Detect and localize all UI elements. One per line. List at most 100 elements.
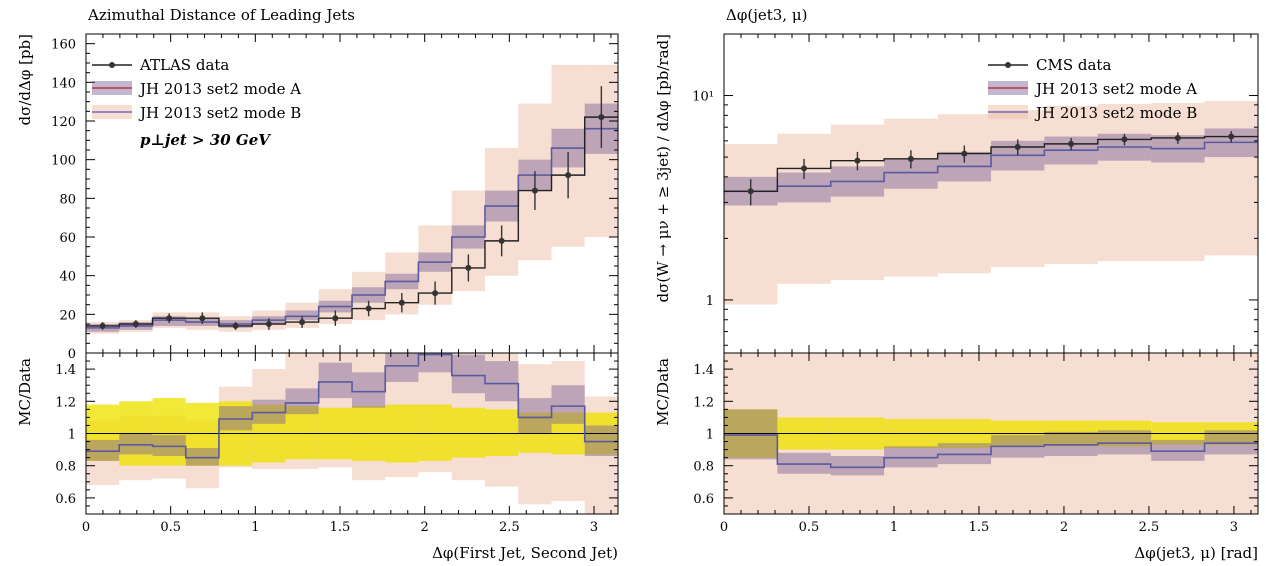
data-point xyxy=(99,322,106,329)
mode-a-ratio-band-bin xyxy=(418,353,452,373)
data-uncertainty-band-bin xyxy=(185,402,219,466)
x-tick-label: 2 xyxy=(421,520,429,535)
y-tick-label: 160 xyxy=(51,38,76,53)
ratio-tick-label: 1.2 xyxy=(693,395,714,410)
mode-a-ratio-band-bin xyxy=(385,353,419,382)
data-point xyxy=(907,155,914,162)
data-point xyxy=(598,114,605,121)
data-point xyxy=(531,187,538,194)
mode-b-band-bin xyxy=(991,109,1045,267)
mode-b-band-bin xyxy=(1097,103,1152,262)
mode-b-band-bin xyxy=(937,114,992,274)
ratio-tick-label: 0.6 xyxy=(55,492,76,507)
data-point xyxy=(1068,140,1075,147)
x-axis-label: Δφ(jet3, μ) [rad] xyxy=(1134,544,1258,562)
y-tick-label: 40 xyxy=(59,270,76,285)
data-uncertainty-band-bin xyxy=(484,409,519,457)
y-tick-label: 100 xyxy=(51,154,76,169)
x-tick-label: 0.5 xyxy=(799,520,820,535)
data-point xyxy=(398,299,405,306)
x-axis-label: Δφ(First Jet, Second Jet) xyxy=(432,544,618,562)
legend-data-marker xyxy=(1005,62,1011,68)
data-point xyxy=(166,315,173,322)
data-point xyxy=(365,305,372,312)
data-point xyxy=(854,157,861,164)
mode-a-ratio-band-bin xyxy=(318,362,353,399)
mode-a-ratio-band-bin xyxy=(252,399,286,424)
main-plot-area xyxy=(724,101,1258,305)
mode-a-ratio-band-bin xyxy=(352,372,386,408)
x-tick-label: 2 xyxy=(1060,520,1068,535)
ratio-tick-label: 1 xyxy=(706,428,714,443)
data-point xyxy=(801,165,808,172)
legend-data-label: ATLAS data xyxy=(139,56,229,74)
mode-a-ratio-band-bin xyxy=(152,435,186,457)
main-plot-area xyxy=(86,64,618,334)
y-tick-label: 80 xyxy=(59,192,76,207)
x-tick-label: 2.5 xyxy=(1139,520,1160,535)
data-uncertainty-band-bin xyxy=(152,398,186,466)
y-axis-label: dσ(W → μν + ≥ 3jet) / dΔφ [pb/rad] xyxy=(654,34,672,302)
x-tick-label: 0 xyxy=(720,520,728,535)
data-point xyxy=(1228,133,1235,140)
data-uncertainty-band-bin xyxy=(285,406,319,460)
mode-a-line xyxy=(724,141,1258,193)
ratio-tick-label: 1.4 xyxy=(693,363,714,378)
data-point xyxy=(1174,134,1181,141)
mode-a-ratio-band-bin xyxy=(1151,439,1205,461)
mode-a-ratio-band-bin xyxy=(185,447,219,466)
mode-a-ratio-line xyxy=(724,434,1258,469)
x-tick-label: 1 xyxy=(251,520,259,535)
legend-mode-a-label: JH 2013 set2 mode A xyxy=(1034,80,1197,98)
data-point xyxy=(498,237,505,244)
y-tick-label: 20 xyxy=(59,308,76,323)
data-uncertainty-band-bin xyxy=(518,412,552,453)
data-step-line xyxy=(724,135,1258,192)
data-point xyxy=(465,264,472,271)
x-tick-label: 3 xyxy=(1230,520,1238,535)
mode-a-line xyxy=(86,127,618,329)
y-tick-label: 10¹ xyxy=(692,90,714,105)
mode-b-band-bin xyxy=(777,133,831,284)
ratio-plot-area xyxy=(86,353,618,514)
cut-annotation: p⊥jet > 30 GeV xyxy=(140,131,271,149)
data-step-line xyxy=(86,116,618,327)
data-point xyxy=(232,322,239,329)
ratio-plot-area xyxy=(724,353,1258,514)
mode-a-ratio-band-bin xyxy=(1044,431,1098,457)
legend-mode-b-label: JH 2013 set2 mode B xyxy=(1034,104,1197,122)
mode-b-band-bin xyxy=(1151,102,1205,262)
mode-a-ratio-band-bin xyxy=(1204,430,1258,455)
x-tick-label: 1 xyxy=(890,520,898,535)
data-point xyxy=(199,315,206,322)
mode-a-ratio-band-bin xyxy=(218,406,253,431)
mode-a-ratio-band-bin xyxy=(830,456,885,476)
mode-a-band-bin xyxy=(285,310,319,321)
ratio-tick-label: 1 xyxy=(68,428,76,443)
data-point xyxy=(565,172,572,179)
mode-a-ratio-band-bin xyxy=(777,452,831,474)
y-tick-label: 0 xyxy=(68,347,76,362)
data-point xyxy=(265,321,272,327)
x-tick-label: 3 xyxy=(590,520,598,535)
mode-a-ratio-band-bin xyxy=(119,433,153,455)
legend-mode-b-label: JH 2013 set2 mode B xyxy=(138,104,301,122)
y-tick-label: 140 xyxy=(51,76,76,91)
data-point xyxy=(432,290,439,297)
ratio-tick-label: 1.2 xyxy=(55,395,76,410)
data-point xyxy=(961,150,968,157)
y-tick-label: 120 xyxy=(51,115,76,130)
mode-a-ratio-band-bin xyxy=(551,385,585,424)
ratio-tick-label: 1.4 xyxy=(55,363,76,378)
mode-a-ratio-band-bin xyxy=(937,443,992,465)
mode-a-ratio-band-bin xyxy=(451,354,485,394)
data-point xyxy=(332,315,339,322)
chart-title: Azimuthal Distance of Leading Jets xyxy=(87,6,355,24)
y-tick-label: 60 xyxy=(59,231,76,246)
mode-a-ratio-band-bin xyxy=(86,439,120,461)
mode-b-band-bin xyxy=(830,124,885,281)
mode-a-ratio-line xyxy=(86,353,618,459)
x-tick-label: 0.5 xyxy=(160,520,181,535)
ratio-tick-label: 0.8 xyxy=(55,460,76,475)
